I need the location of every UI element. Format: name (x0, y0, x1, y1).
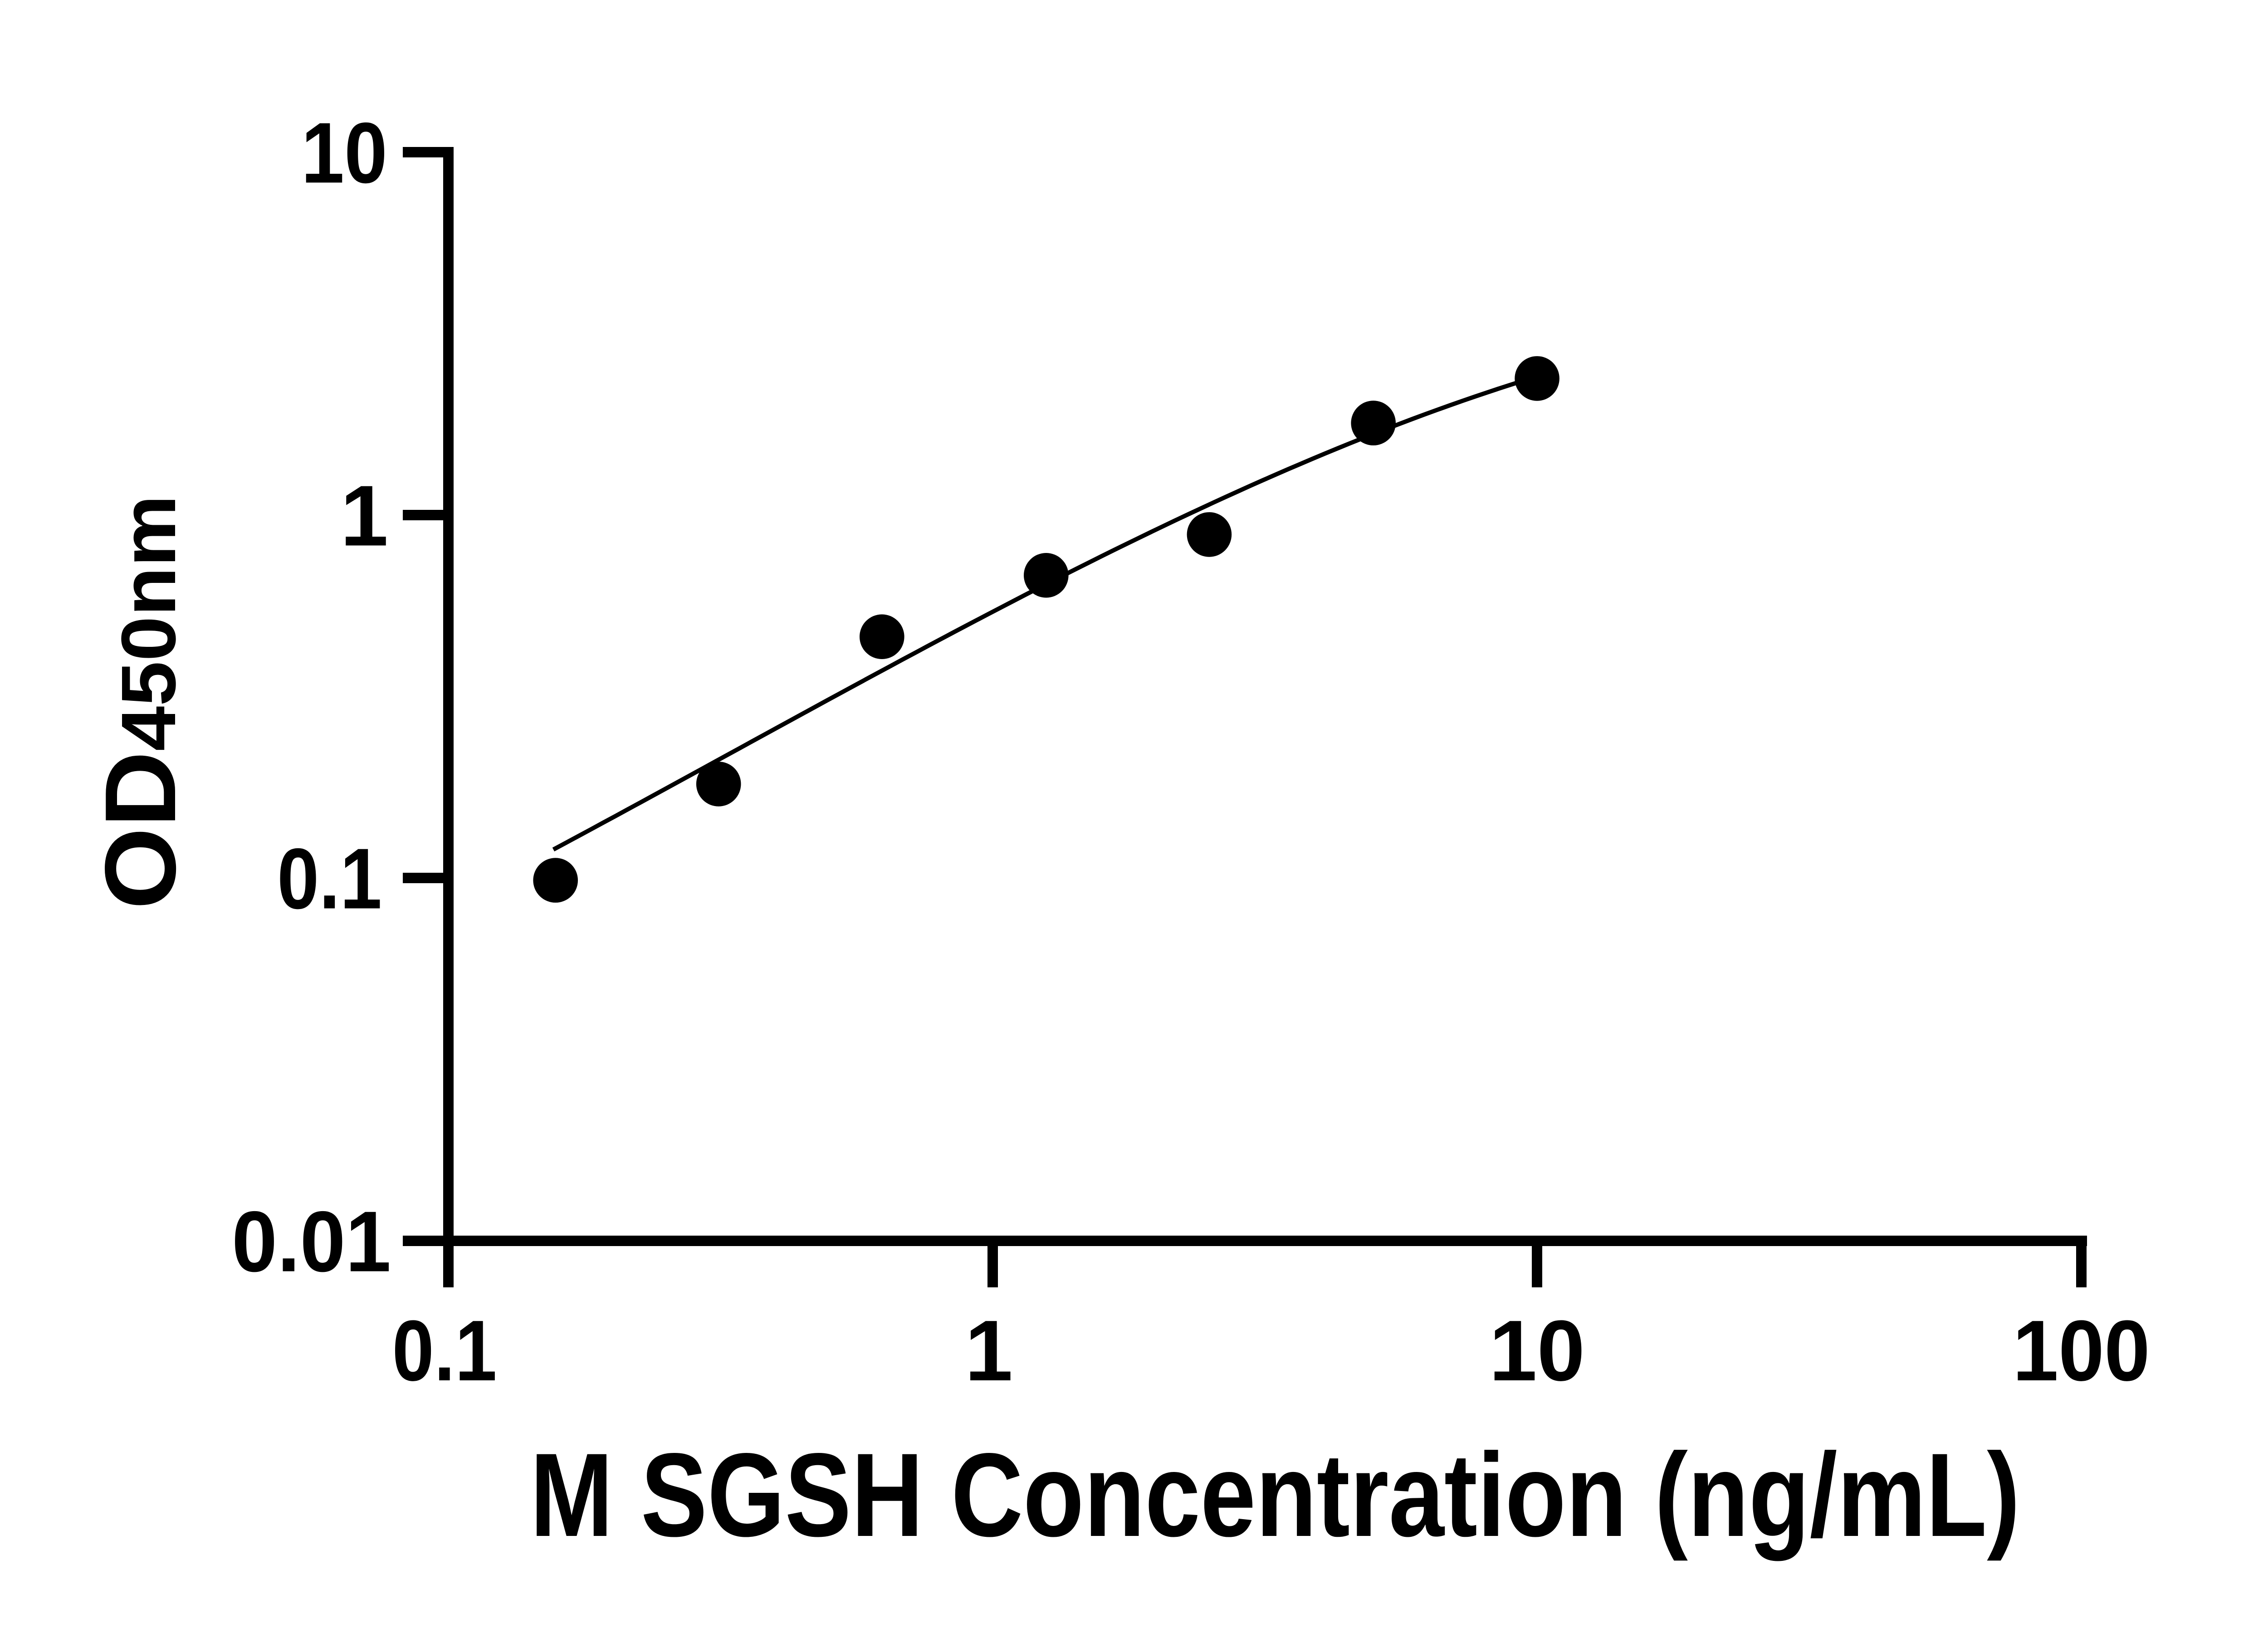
svg-text:1: 1 (340, 468, 388, 564)
svg-text:100: 100 (2013, 1303, 2150, 1399)
svg-text:0.01: 0.01 (232, 1194, 391, 1290)
svg-text:0.1: 0.1 (277, 831, 382, 927)
svg-text:0.1: 0.1 (392, 1303, 497, 1399)
svg-text:1: 1 (965, 1303, 1013, 1399)
svg-text:M SGSH Concentration (ng/mL): M SGSH Concentration (ng/mL) (530, 1428, 2020, 1562)
svg-text:10: 10 (1489, 1303, 1585, 1399)
svg-text:10: 10 (301, 105, 387, 201)
svg-text:OD450nm: OD450nm (84, 495, 197, 909)
